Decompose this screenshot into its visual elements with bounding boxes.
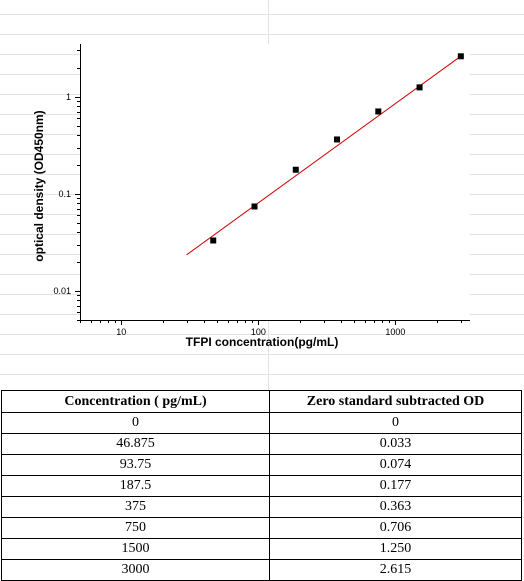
table-row: 46.875 0.033 <box>1 433 522 455</box>
od-cell: 0.177 <box>269 475 522 497</box>
od-cell: 0 <box>269 412 522 434</box>
data-point <box>334 136 341 143</box>
od-cell: 0.033 <box>269 433 522 455</box>
od-cell: 0.074 <box>269 454 522 476</box>
concentration-cell: 187.5 <box>1 475 270 497</box>
concentration-cell: 3000 <box>1 559 270 581</box>
concentration-cell: 93.75 <box>1 454 270 476</box>
table-row: 93.75 0.074 <box>1 454 522 476</box>
concentration-column-header: Concentration ( pg/mL) <box>1 390 270 413</box>
od-cell: 0.363 <box>269 496 522 518</box>
concentration-cell: 1500 <box>1 538 270 560</box>
x-tick-label: 1000 <box>385 327 405 337</box>
data-point <box>457 53 464 60</box>
x-tick-label: 100 <box>251 327 266 337</box>
data-point <box>292 166 299 173</box>
table-row: 375 0.363 <box>1 496 522 518</box>
y-tick-label: 0.01 <box>53 286 71 296</box>
x-axis-title: TFPI concentration(pg/mL) <box>186 335 339 349</box>
od-cell: 2.615 <box>269 559 522 581</box>
y-tick-label: 1 <box>66 92 71 102</box>
table-row: 0 0 <box>1 412 522 434</box>
table-row: 187.5 0.177 <box>1 475 522 497</box>
od-cell: 1.250 <box>269 538 522 560</box>
od-column-header: Zero standard subtracted OD <box>269 390 522 413</box>
concentration-cell: 0 <box>1 412 270 434</box>
table-header-row: Concentration ( pg/mL) Zero standard sub… <box>1 390 522 413</box>
table-row: 3000 2.615 <box>1 559 522 581</box>
data-point <box>251 203 258 210</box>
plot-area <box>80 44 470 320</box>
concentration-cell: 375 <box>1 496 270 518</box>
data-point <box>210 237 217 244</box>
od-cell: 0.706 <box>269 517 522 539</box>
table-row: 750 0.706 <box>1 517 522 539</box>
concentration-cell: 46.875 <box>1 433 270 455</box>
data-point <box>375 108 382 115</box>
data-point <box>416 84 423 91</box>
y-axis-title: optical density (OD450nm) <box>32 110 46 261</box>
concentration-cell: 750 <box>1 517 270 539</box>
standard-curve-chart: 10 100 1000 0.01 0.1 1 TFPI concentration(pg/m… <box>32 44 470 349</box>
y-tick-label: 0.1 <box>58 189 71 199</box>
fit-line <box>186 55 462 256</box>
table-row: 1500 1.250 <box>1 538 522 560</box>
standard-data-table: Concentration ( pg/mL) Zero standard sub… <box>1 390 522 581</box>
x-tick-label: 10 <box>116 327 126 337</box>
